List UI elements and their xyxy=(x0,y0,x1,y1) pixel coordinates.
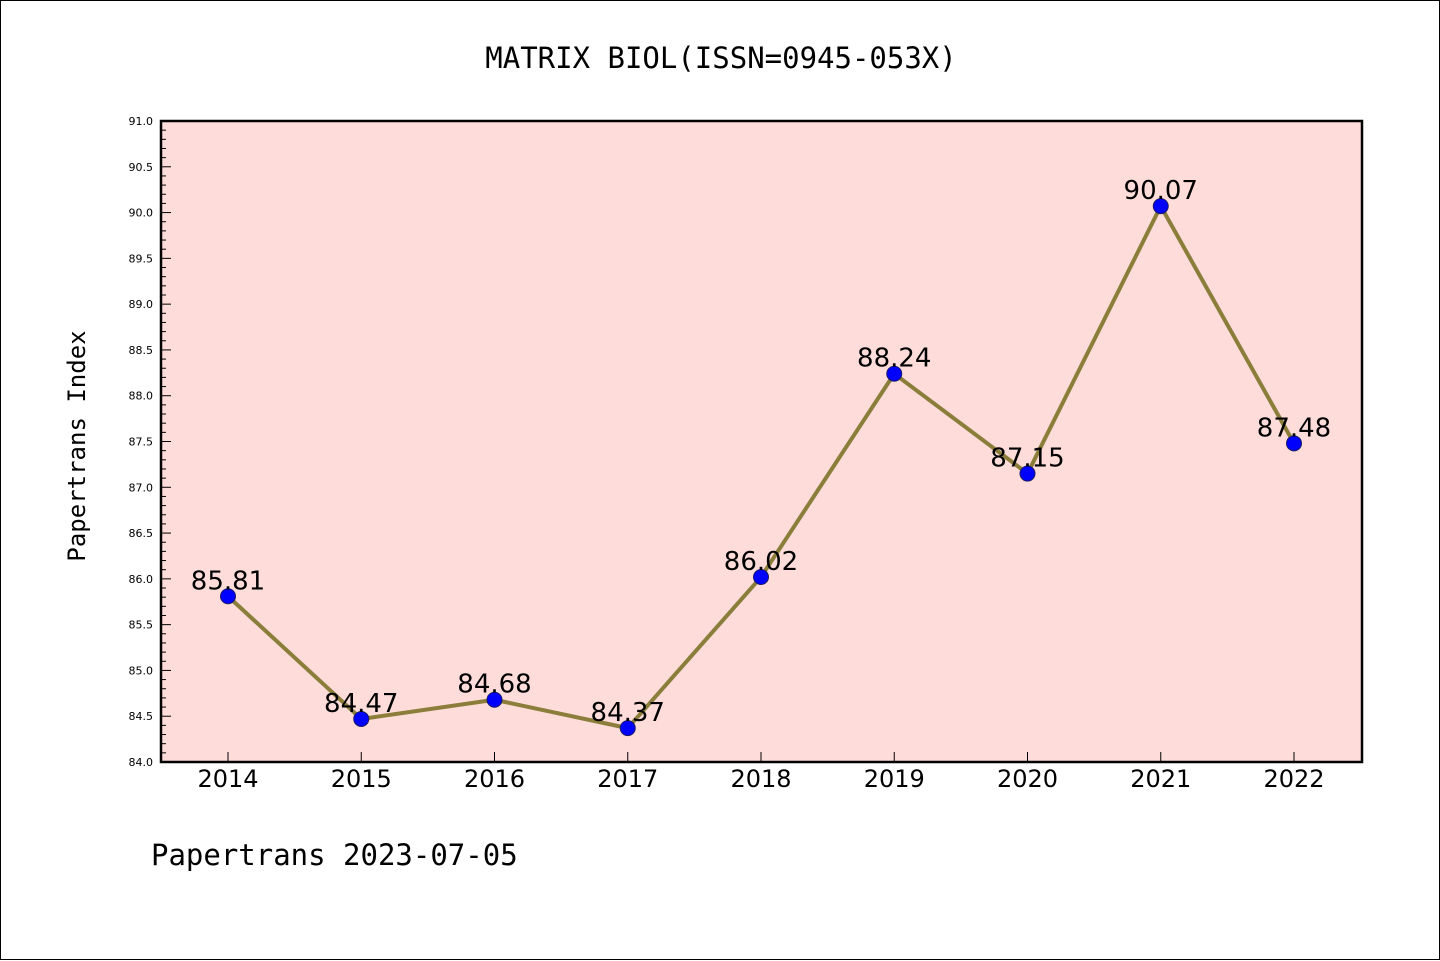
data-label: 87.15 xyxy=(990,444,1064,474)
data-point xyxy=(1152,198,1169,215)
x-tick-label: 2017 xyxy=(597,765,658,793)
y-tick-label: 90.5 xyxy=(129,161,154,174)
x-tick-label: 2014 xyxy=(197,765,258,793)
x-tick-label: 2020 xyxy=(997,765,1058,793)
data-point xyxy=(486,691,503,708)
y-tick-label: 90.0 xyxy=(129,207,154,220)
x-tick-label: 2016 xyxy=(464,765,525,793)
data-label: 84.37 xyxy=(591,698,665,728)
data-point xyxy=(220,588,236,605)
data-label: 85.81 xyxy=(191,566,265,596)
data-label: 87.48 xyxy=(1257,413,1331,443)
chart-title: MATRIX BIOL(ISSN=0945-053X) xyxy=(485,41,956,75)
y-tick-label: 86.5 xyxy=(129,527,154,540)
plot-area xyxy=(161,121,1362,762)
x-tick-label: 2015 xyxy=(331,765,392,793)
data-point xyxy=(1019,465,1036,482)
y-tick-label: 86.0 xyxy=(129,573,154,586)
x-tick-label: 2021 xyxy=(1130,765,1191,793)
x-tick-label: 2019 xyxy=(864,765,925,793)
y-tick-label: 85.5 xyxy=(129,619,154,632)
footer-source-date: Papertrans 2023-07-05 xyxy=(151,838,518,872)
data-label: 84.47 xyxy=(324,689,398,719)
y-tick-label: 87.5 xyxy=(129,436,154,449)
x-axis: 2014 2015 2016 2017 2018 2019 2020 2021 2022 xyxy=(197,752,1325,793)
data-label: 90.07 xyxy=(1124,176,1198,206)
data-label: 84.68 xyxy=(457,670,531,700)
y-tick-label: 84.0 xyxy=(129,756,154,769)
x-tick-label: 2022 xyxy=(1263,765,1324,793)
y-tick-label: 89.0 xyxy=(129,298,154,311)
plot-border xyxy=(159,119,1364,764)
y-tick-label: 88.0 xyxy=(129,390,154,403)
data-point xyxy=(619,720,636,737)
data-point xyxy=(1286,435,1302,452)
y-tick-label: 88.5 xyxy=(129,344,154,357)
data-label-layer: 85.81 84.47 84.68 84.37 86.02 88.24 87.15 90.07… xyxy=(191,176,1331,728)
y-axis: 84.0 84.5 85.0 85.5 86.0 86.5 87.0 87.5 88.0 88.5… xyxy=(129,115,171,769)
x-tick-label: 2018 xyxy=(730,765,791,793)
data-point xyxy=(753,569,769,586)
y-tick-label: 87.0 xyxy=(129,481,154,494)
y-tick-label: 84.5 xyxy=(129,710,154,723)
data-label: 88.24 xyxy=(857,344,931,374)
data-label: 86.02 xyxy=(724,547,798,577)
y-tick-label: 85.0 xyxy=(129,664,154,677)
data-point xyxy=(353,710,370,727)
y-tick-label: 91.0 xyxy=(129,115,154,128)
data-point xyxy=(886,365,903,382)
y-axis-label: Papertrans Index xyxy=(63,330,91,561)
y-tick-label: 89.5 xyxy=(129,252,154,265)
series-layer xyxy=(220,198,1302,737)
